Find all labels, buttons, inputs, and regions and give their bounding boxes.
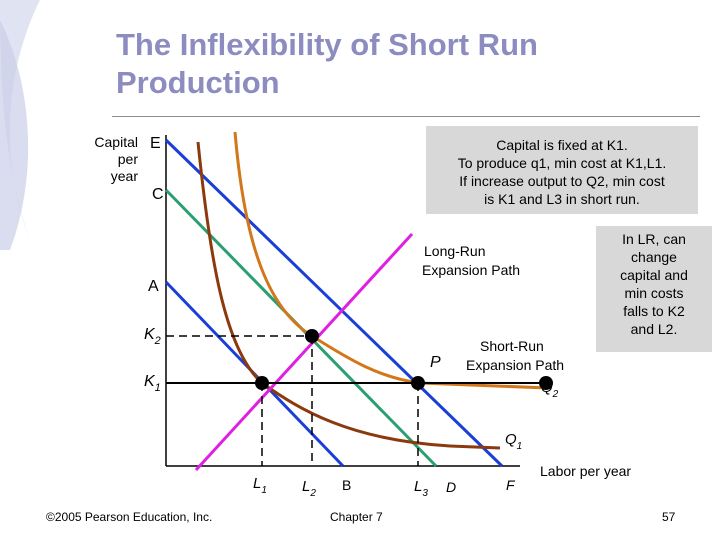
y-tick-K1: K1	[144, 373, 161, 394]
x-tick-L3: L3	[414, 478, 428, 499]
q1-label: Q1	[505, 431, 522, 452]
point-k1-l3	[411, 376, 425, 390]
isocost-line-EF	[164, 138, 504, 468]
point-short-run-end	[539, 376, 553, 390]
y-tick-K2: K2	[144, 326, 161, 347]
decorative-swoosh	[0, 0, 40, 250]
x-tick-L2: L2	[302, 478, 316, 499]
x-tick-F: F	[506, 477, 516, 493]
q2-label: Q2	[541, 379, 559, 400]
isoquant-q2	[233, 131, 549, 390]
short-run-label: Short-Run Expansion Path	[466, 338, 564, 373]
y-tick-A: A	[148, 278, 159, 295]
note-box-long-run: In LR, can change capital and min costs …	[596, 226, 712, 352]
title-divider	[112, 116, 700, 117]
x-tick-D: D	[446, 479, 456, 495]
x-axis-label: Labor per year	[540, 463, 631, 479]
note-box-short-run: Capital is fixed at K1. To produce q1, m…	[426, 126, 698, 214]
long-run-label: Long-Run Expansion Path	[422, 243, 520, 278]
x-tick-B: B	[342, 477, 351, 493]
y-tick-E: E	[150, 135, 161, 152]
point-k2-l2	[305, 329, 319, 343]
point-k1-l1	[255, 376, 269, 390]
x-tick-L1: L1	[253, 475, 267, 496]
footer-chapter: Chapter 7	[330, 510, 383, 524]
point-P-label: P	[430, 354, 441, 371]
long-run-expansion-path	[194, 232, 414, 472]
y-tick-C: C	[152, 186, 164, 203]
footer-copyright: ©2005 Pearson Education, Inc.	[46, 510, 213, 524]
footer-page-number: 57	[662, 510, 676, 524]
slide-title: The Inflexibility of Short Run Productio…	[116, 27, 538, 100]
y-axis-label: Capital per year	[94, 134, 138, 184]
